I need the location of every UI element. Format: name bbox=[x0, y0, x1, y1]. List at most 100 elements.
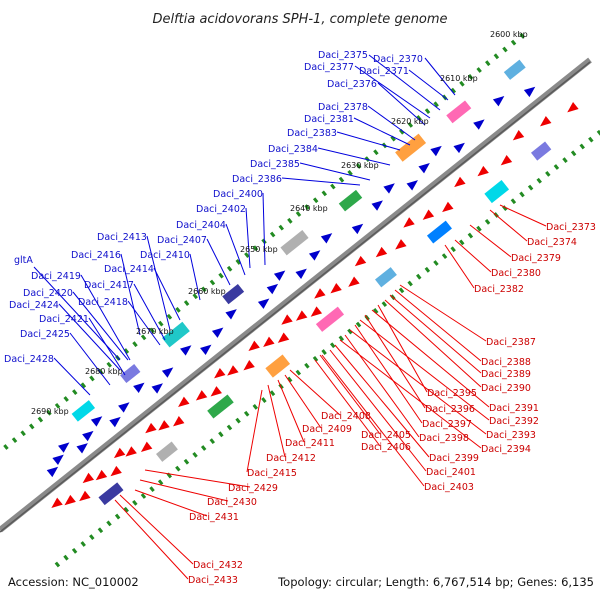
gene-label[interactable]: Daci_2432 bbox=[193, 560, 243, 571]
gene-label[interactable]: Daci_2408 bbox=[321, 411, 371, 422]
gene-label[interactable]: Daci_2394 bbox=[481, 444, 531, 455]
reverse-leader-line bbox=[319, 354, 381, 435]
gene-label[interactable]: Daci_2384 bbox=[268, 144, 318, 155]
tick-dot bbox=[510, 39, 517, 46]
gene-label[interactable]: Daci_2390 bbox=[481, 383, 531, 394]
gene-label[interactable]: Daci_2382 bbox=[474, 284, 524, 295]
gene-label[interactable]: Daci_2379 bbox=[511, 253, 561, 264]
forward-leader-line bbox=[245, 207, 251, 269]
gene-label[interactable]: Daci_2383 bbox=[287, 128, 337, 139]
gene-label[interactable]: Daci_2374 bbox=[527, 237, 577, 248]
feature-block bbox=[375, 267, 397, 288]
tick-dot bbox=[269, 231, 276, 238]
gene-label[interactable]: Daci_2417 bbox=[84, 280, 134, 291]
tick-dot bbox=[63, 554, 69, 561]
gene-label[interactable]: Daci_2425 bbox=[20, 329, 70, 340]
tick-label: 2640 kbp bbox=[290, 204, 328, 213]
forward-leader-line bbox=[354, 65, 431, 119]
gene-label[interactable]: Daci_2397 bbox=[422, 419, 472, 430]
gene-label[interactable]: Daci_2420 bbox=[23, 288, 73, 299]
reverse-gene-arrow bbox=[395, 239, 407, 250]
gene-label[interactable]: Daci_2409 bbox=[302, 424, 352, 435]
gene-label[interactable]: Daci_2414 bbox=[104, 264, 154, 275]
gene-label[interactable]: Daci_2418 bbox=[78, 297, 128, 308]
gene-label[interactable]: Daci_2377 bbox=[304, 62, 354, 73]
gene-label[interactable]: Daci_2415 bbox=[247, 468, 297, 479]
gene-label[interactable]: Daci_2407 bbox=[157, 235, 207, 246]
gene-label[interactable]: Daci_2410 bbox=[140, 250, 190, 261]
tick-dot bbox=[321, 349, 327, 355]
gene-label[interactable]: Daci_2392 bbox=[489, 416, 539, 427]
gene-label[interactable]: Daci_2404 bbox=[176, 220, 226, 231]
gene-label[interactable]: Daci_2416 bbox=[71, 250, 121, 261]
feature-block bbox=[315, 306, 345, 332]
gene-label[interactable]: Daci_2393 bbox=[486, 430, 536, 441]
reverse-gene-arrow bbox=[422, 209, 435, 220]
gene-label[interactable]: Daci_2388 bbox=[481, 357, 531, 368]
gene-label[interactable]: Daci_2378 bbox=[318, 102, 368, 113]
gene-label[interactable]: Daci_2386 bbox=[232, 174, 282, 185]
tick-dot bbox=[596, 129, 600, 136]
gene-label[interactable]: Daci_2389 bbox=[481, 369, 531, 380]
tick-dot bbox=[261, 397, 267, 403]
gene-label[interactable]: Daci_2429 bbox=[228, 483, 278, 494]
gene-label[interactable]: Daci_2375 bbox=[318, 50, 368, 61]
gene-label[interactable]: Daci_2396 bbox=[425, 404, 475, 415]
feature-block bbox=[265, 354, 291, 378]
tick-dot bbox=[192, 293, 198, 300]
gene-label[interactable]: Daci_2428 bbox=[4, 354, 54, 365]
tick-dot bbox=[89, 375, 95, 382]
reverse-gene-arrow bbox=[214, 368, 226, 379]
reverse-gene-arrow bbox=[95, 469, 108, 481]
gene-label[interactable]: Daci_2385 bbox=[250, 159, 300, 170]
gene-label[interactable]: Daci_2419 bbox=[31, 271, 81, 282]
gene-label[interactable]: Daci_2391 bbox=[489, 403, 539, 414]
tick-label: 2670 kbp bbox=[136, 327, 174, 336]
gene-label[interactable]: Daci_2411 bbox=[285, 438, 335, 449]
reverse-gene-arrow bbox=[145, 422, 157, 434]
gene-label[interactable]: Daci_2387 bbox=[486, 337, 536, 348]
tick-dot bbox=[347, 169, 353, 176]
kbp-tick-labels: 2600 kbp 2610 kbp 2620 kbp 2630 kbp 2640… bbox=[31, 30, 528, 416]
gene-label[interactable]: Daci_2402 bbox=[196, 204, 246, 215]
gene-label[interactable]: Daci_2380 bbox=[491, 268, 541, 279]
forward-leader-line bbox=[58, 303, 121, 371]
gene-label[interactable]: Daci_2370 bbox=[373, 54, 423, 65]
forward-gene-arrow bbox=[76, 443, 88, 454]
reverse-leader-line bbox=[144, 469, 251, 488]
gene-label[interactable]: Daci_2371 bbox=[359, 66, 409, 77]
gene-label[interactable]: Daci_2395 bbox=[427, 388, 477, 399]
gene-label[interactable]: Daci_2412 bbox=[266, 453, 316, 464]
tick-dot bbox=[553, 164, 560, 170]
tick-dot bbox=[424, 266, 431, 273]
gene-label[interactable]: Daci_2406 bbox=[361, 442, 411, 453]
forward-gene-arrow bbox=[257, 298, 270, 309]
gene-label[interactable]: Daci_2398 bbox=[419, 433, 469, 444]
gene-label[interactable]: Daci_2403 bbox=[424, 482, 474, 493]
tick-dot bbox=[278, 224, 285, 231]
gene-label[interactable]: Daci_2376 bbox=[327, 79, 377, 90]
gene-label[interactable]: Daci_2421 bbox=[39, 314, 89, 325]
gene-label[interactable]: Daci_2413 bbox=[97, 232, 147, 243]
tick-dot bbox=[433, 260, 439, 266]
gene-label[interactable]: Daci_2424 bbox=[9, 300, 59, 311]
gene-label[interactable]: Daci_2405 bbox=[361, 430, 411, 441]
forward-leader-line bbox=[146, 235, 171, 331]
gene-label[interactable]: Daci_2433 bbox=[188, 575, 238, 586]
reverse-leader-line bbox=[114, 499, 189, 580]
tick-dot bbox=[244, 252, 250, 258]
forward-leader-line bbox=[281, 177, 361, 186]
gene-label[interactable]: Daci_2430 bbox=[207, 497, 257, 508]
gene-label[interactable]: Daci_2399 bbox=[429, 453, 479, 464]
gene-label[interactable]: Daci_2373 bbox=[546, 222, 596, 233]
gene-label[interactable]: Daci_2381 bbox=[304, 114, 354, 125]
gene-label[interactable]: gltA bbox=[14, 255, 33, 266]
gene-label[interactable]: Daci_2400 bbox=[213, 189, 263, 200]
feature-block bbox=[120, 364, 141, 384]
reverse-leader-line bbox=[354, 324, 423, 424]
tick-dot bbox=[252, 404, 259, 410]
feature-block bbox=[280, 230, 309, 256]
gene-label[interactable]: Daci_2401 bbox=[426, 467, 476, 478]
tick-dot bbox=[157, 479, 164, 486]
gene-label[interactable]: Daci_2431 bbox=[189, 512, 239, 523]
